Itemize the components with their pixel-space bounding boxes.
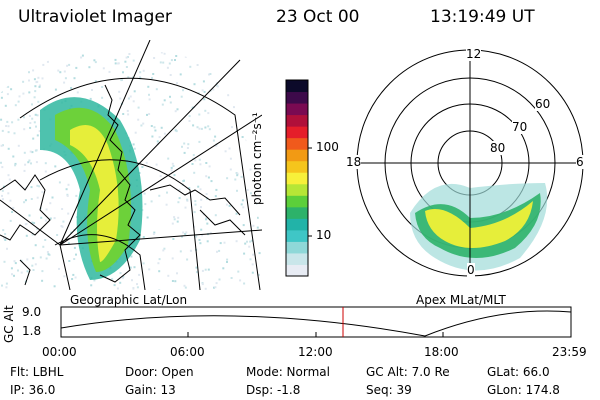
- filter-info: Flt: LBHL: [10, 365, 64, 379]
- glat-info: GLat: 66.0: [487, 365, 550, 379]
- colorbar-gradient: [286, 80, 308, 277]
- door-info: Door: Open: [125, 365, 194, 379]
- colorbar-band: [286, 91, 308, 104]
- colorbar: [285, 79, 312, 277]
- colorbar-band: [286, 172, 308, 185]
- alt-ytick-high: 9.0: [22, 305, 42, 319]
- alt-xtick-3: 18:00: [424, 345, 459, 359]
- colorbar-band: [286, 264, 308, 277]
- coastline: [0, 84, 246, 286]
- polar-plot: [356, 49, 584, 277]
- colorbar-band: [286, 195, 308, 208]
- gc-alt-info: GC Alt: 7.0 Re: [366, 365, 450, 379]
- ip-info: IP: 36.0: [10, 383, 56, 397]
- colorbar-tick-10: 10: [316, 228, 332, 242]
- alt-xtick-1: 06:00: [170, 345, 205, 359]
- colorbar-band: [286, 229, 308, 242]
- alt-ylabel: GC Alt: [2, 305, 16, 343]
- mlat-label-80: 80: [490, 141, 506, 155]
- colorbar-band: [286, 183, 308, 196]
- dsp-info: Dsp: -1.8: [246, 383, 301, 397]
- colorbar-band: [286, 252, 308, 265]
- colorbar-band: [286, 103, 308, 116]
- alt-xtick-4: 23:59: [552, 345, 587, 359]
- colorbar-band: [286, 80, 308, 93]
- colorbar-band: [286, 137, 308, 150]
- mlat-label-70: 70: [512, 120, 528, 134]
- colorbar-band: [286, 206, 308, 219]
- colorbar-band: [286, 160, 308, 173]
- polar-axes: [357, 50, 583, 276]
- colorbar-tick-100: 100: [316, 140, 339, 154]
- aurora-core: [70, 125, 119, 262]
- mlt-label-6: 6: [576, 155, 584, 169]
- colorbar-band: [286, 126, 308, 139]
- date-label: 23 Oct 00: [276, 7, 360, 27]
- time-label: 13:19:49 UT: [430, 7, 535, 27]
- mlt-label-0: 0: [467, 263, 475, 277]
- imager-title: Ultraviolet Imager: [18, 7, 172, 27]
- alt-curve: [60, 310, 572, 337]
- colorbar-unit-label: photon cm⁻²s⁻¹: [250, 112, 264, 205]
- geographic-image: [0, 40, 262, 290]
- polar-aurora: [410, 183, 548, 271]
- colorbar-band: [286, 218, 308, 231]
- geo-panel-label: Geographic Lat/Lon: [70, 293, 188, 307]
- glon-info: GLon: 174.8: [487, 383, 560, 397]
- mlt-label-12: 12: [466, 47, 482, 61]
- alt-xticks: [60, 332, 572, 337]
- seq-info: Seq: 39: [366, 383, 412, 397]
- alt-xtick-0: 00:00: [42, 345, 77, 359]
- latlon-grid: [0, 40, 262, 290]
- altitude-plot: [60, 306, 572, 338]
- polar-panel-label: Apex MLat/MLT: [416, 293, 506, 307]
- colorbar-band: [286, 114, 308, 127]
- mode-info: Mode: Normal: [246, 365, 330, 379]
- colorbar-band: [286, 241, 308, 254]
- alt-ytick-low: 1.8: [22, 324, 42, 338]
- mlat-label-60: 60: [535, 97, 551, 111]
- mlt-label-18: 18: [346, 155, 362, 169]
- gain-info: Gain: 13: [125, 383, 176, 397]
- colorbar-band: [286, 149, 308, 162]
- alt-xtick-2: 12:00: [298, 345, 333, 359]
